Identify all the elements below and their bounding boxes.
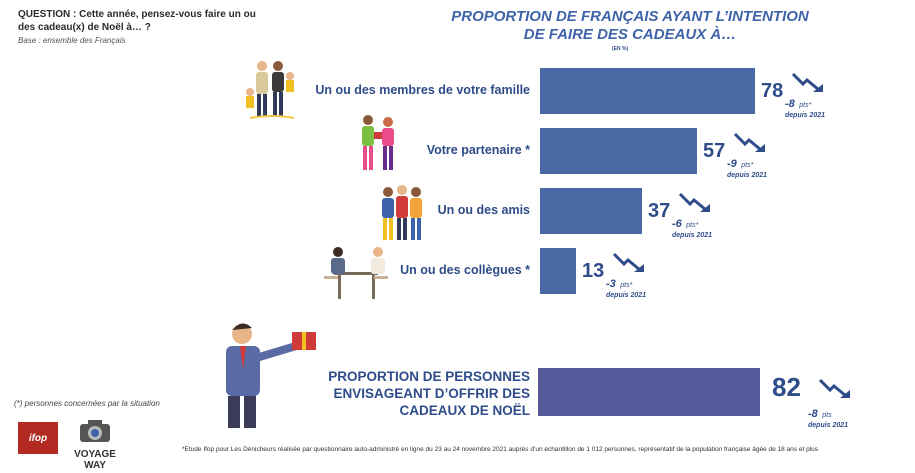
total-value: 82 xyxy=(772,372,801,402)
partner-icon xyxy=(362,115,394,170)
voyage-way-text: VOYAGE WAY xyxy=(74,449,116,471)
source-note: *Etude Ifop pour Les Dénicheurs réalisée… xyxy=(182,446,818,453)
camera-icon xyxy=(80,420,110,442)
chart-title-line2: DE FAIRE DES CADEAUX À… xyxy=(523,26,737,43)
bar-value-label: 13 xyxy=(582,260,605,282)
category-label: Votre partenaire * xyxy=(426,143,530,157)
change-label: -6 pts* depuis 2021 xyxy=(672,218,713,239)
chart-title-line1: PROPORTION DE FRANÇAIS AYANT L’INTENTION xyxy=(451,8,809,25)
base-note: Base : ensemble des Français xyxy=(18,36,126,45)
total-change: -8 pts depuis 2021 xyxy=(808,404,848,429)
total-change-value: -8 xyxy=(808,408,818,420)
businessman-icon xyxy=(226,323,316,428)
family-icon xyxy=(246,61,295,119)
change-label: -8 pts* depuis 2021 xyxy=(785,98,826,119)
down-arrow-icon xyxy=(791,72,823,92)
footnote: (*) personnes concernées par la situatio… xyxy=(14,399,160,408)
total-label-line1: PROPORTION DE PERSONNES xyxy=(328,369,530,384)
total-down-arrow-icon xyxy=(818,378,850,398)
voyage-way-logo: VOYAGE WAY xyxy=(62,418,128,471)
category-label: Un ou des amis xyxy=(437,203,530,217)
colleagues-icon xyxy=(324,247,388,299)
total-bar xyxy=(538,368,760,416)
bar xyxy=(540,128,697,174)
question-text: QUESTION : Cette année, pensez-vous fair… xyxy=(18,9,256,33)
change-label: -9 pts* depuis 2021 xyxy=(727,158,768,179)
down-arrow-icon xyxy=(733,132,765,152)
bar xyxy=(540,68,755,114)
change-label: -3 pts* depuis 2021 xyxy=(606,278,647,299)
down-arrow-icon xyxy=(612,252,644,272)
ifop-logo: ifop xyxy=(18,422,58,454)
total-label-line3: CADEAUX DE NOËL xyxy=(399,403,530,418)
bar xyxy=(540,188,642,234)
friends-icon xyxy=(382,185,422,240)
bar xyxy=(540,248,576,294)
bar-value-label: 57 xyxy=(703,140,726,162)
category-label: Un ou des collègues * xyxy=(400,263,530,277)
total-change-unit: pts xyxy=(822,412,832,419)
total-label-line2: ENVISAGEANT D’OFFRIR DES xyxy=(333,386,530,401)
bar-value-label: 78 xyxy=(761,80,784,102)
category-label: Un ou des membres de votre famille xyxy=(315,83,530,97)
down-arrow-icon xyxy=(678,192,710,212)
unit-label: (EN %) xyxy=(612,46,629,52)
total-label: PROPORTION DE PERSONNES ENVISAGEANT D’OF… xyxy=(308,368,530,419)
chart-title: PROPORTION DE FRANÇAIS AYANT L’INTENTION… xyxy=(430,8,830,44)
bar-value-label: 37 xyxy=(648,200,671,222)
total-change-since: depuis 2021 xyxy=(808,422,849,429)
